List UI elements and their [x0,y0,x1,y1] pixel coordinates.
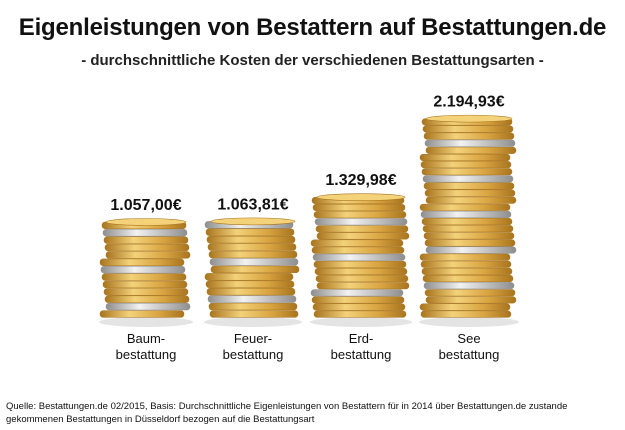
value-label-2: 1.063,81€ [217,196,288,213]
source-note: Quelle: Bestattungen.de 02/2015, Basis: … [6,401,568,425]
category-label-1-line2: bestattung [116,347,177,362]
coin-stack-1 [99,218,193,327]
value-label-4: 2.194,93€ [433,94,504,111]
chart-subtitle: - durchschnittliche Kosten der verschied… [81,52,544,69]
category-label-4-line2: bestattung [439,347,500,362]
coin-stack-4 [419,114,519,327]
category-label-2-line1: Feuer- [234,331,272,346]
coin-stack-3 [310,193,412,327]
value-label-3: 1.329,98€ [325,172,396,189]
coin-stack-2 [204,217,302,327]
category-label-4-line1: See [457,331,480,346]
category-label-1-line1: Baum- [127,331,165,346]
value-label-1: 1.057,00€ [110,197,181,214]
category-label-2-line2: bestattung [223,347,284,362]
chart-title: Eigenleistungen von Bestattern auf Besta… [18,14,607,41]
category-label-3-line1: Erd- [349,331,374,346]
category-label-3-line2: bestattung [331,347,392,362]
